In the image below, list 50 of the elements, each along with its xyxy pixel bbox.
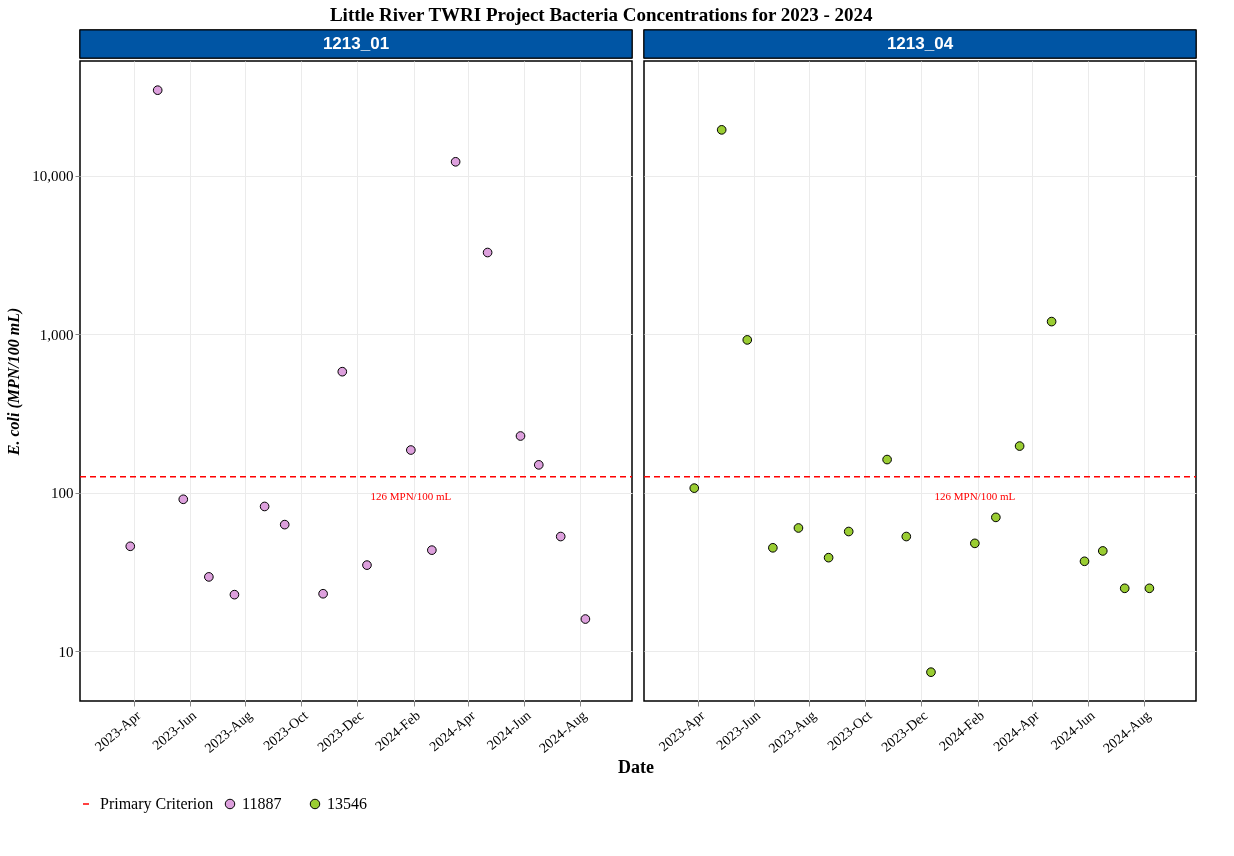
point xyxy=(1144,583,1155,594)
point xyxy=(406,445,416,455)
point xyxy=(970,538,980,549)
point xyxy=(515,431,526,441)
point xyxy=(450,156,461,167)
point xyxy=(882,454,892,465)
annotation: 126 MPN/100 mL xyxy=(370,489,452,502)
point xyxy=(533,460,544,470)
point xyxy=(318,588,328,599)
chart-subtitle: 1213_04 xyxy=(886,34,954,53)
point xyxy=(279,519,290,530)
point xyxy=(555,531,566,542)
y-tick-label: 10 xyxy=(58,643,74,660)
annotation: 126 MPN/100 mL xyxy=(934,489,1016,502)
x-axis-title: Date xyxy=(618,757,654,777)
point xyxy=(1046,316,1057,327)
point xyxy=(843,526,854,537)
point xyxy=(482,247,493,258)
point xyxy=(580,614,591,624)
point xyxy=(259,501,270,512)
y-axis-title: E. coli (MPN/100 mL) xyxy=(5,307,24,457)
point xyxy=(1079,556,1090,567)
point xyxy=(362,560,372,570)
point xyxy=(991,512,1001,523)
point xyxy=(823,552,834,563)
y-tick-label: 10,000 xyxy=(32,168,74,185)
point xyxy=(768,542,778,553)
point xyxy=(152,85,163,96)
chart-subtitle: 1213_01 xyxy=(322,34,390,53)
legend-label: 13546 xyxy=(327,795,367,812)
legend-label: 11887 xyxy=(242,795,282,812)
point xyxy=(689,483,700,493)
point xyxy=(1119,583,1130,594)
point xyxy=(125,541,136,552)
point xyxy=(337,366,348,377)
point xyxy=(1014,441,1025,451)
point xyxy=(204,572,214,582)
chart-title: Little River TWRI Project Bacteria Concentrations for 2023 - 2024 xyxy=(329,3,874,25)
point xyxy=(427,545,437,555)
legend-label: Primary Criterion xyxy=(100,795,214,813)
point xyxy=(901,531,912,542)
point xyxy=(1097,546,1108,556)
point xyxy=(742,335,753,345)
y-tick-label: 1,000 xyxy=(39,326,74,343)
point xyxy=(926,667,936,677)
point xyxy=(229,589,240,600)
point xyxy=(793,523,804,533)
point xyxy=(178,494,189,505)
y-tick-label: 100 xyxy=(51,485,74,502)
point xyxy=(716,125,727,135)
